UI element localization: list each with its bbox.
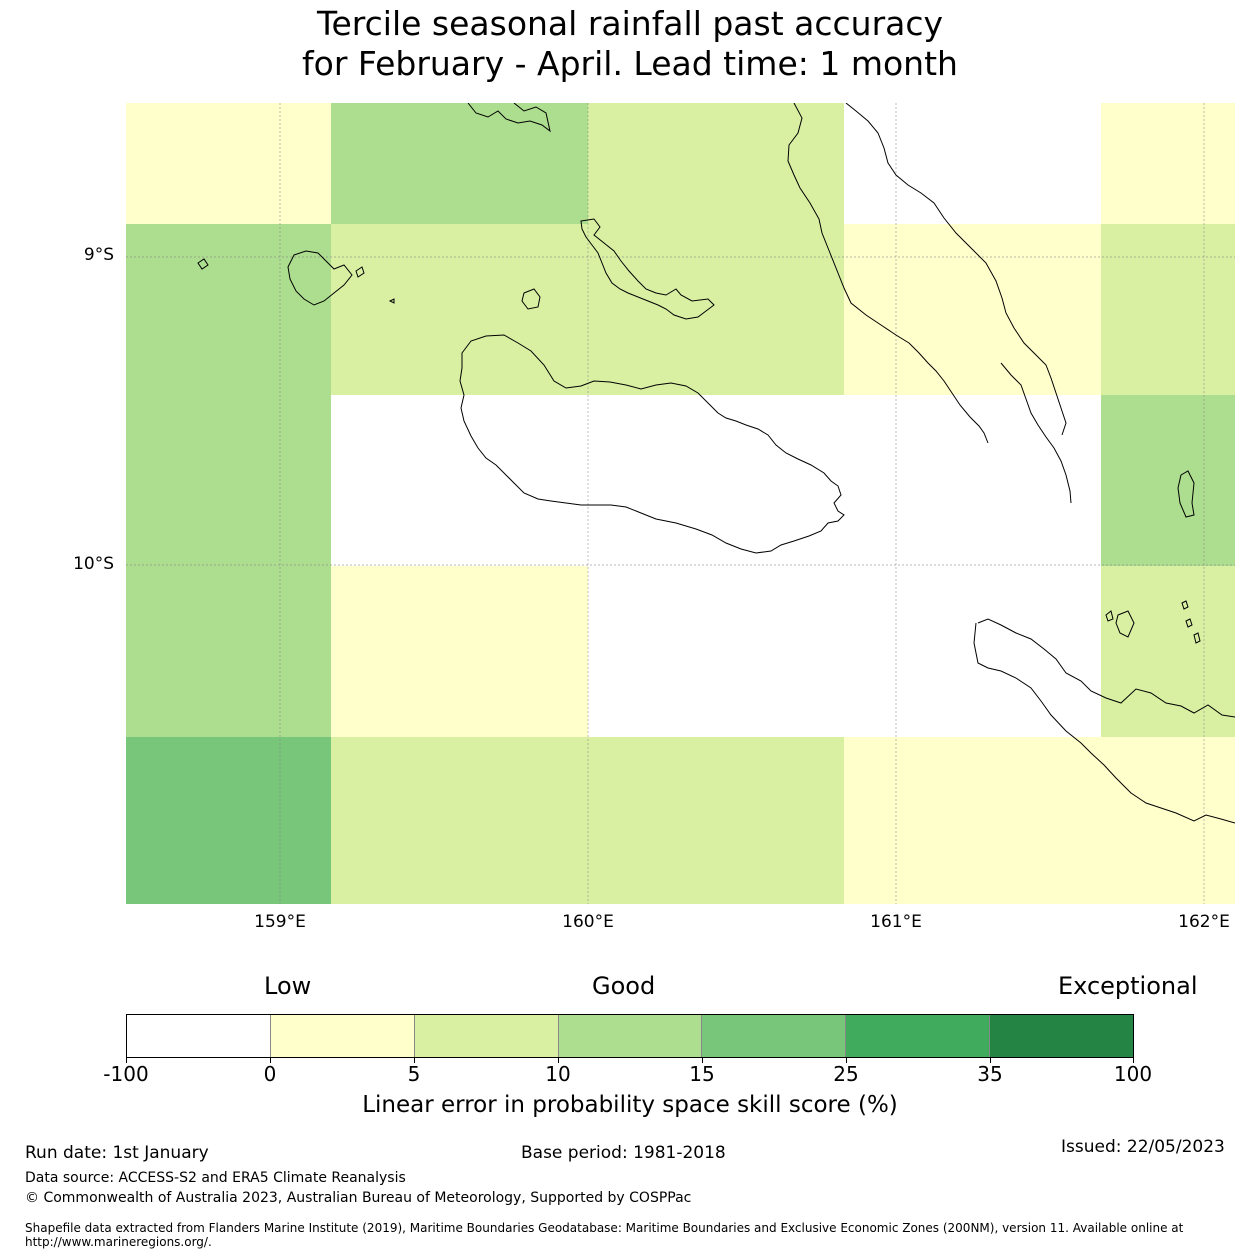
grid-cell: [1101, 395, 1235, 566]
grid-cell: [844, 395, 1101, 566]
nggela-islands-coastline: [580, 218, 715, 320]
grid-cell: [844, 103, 1101, 224]
shapefile-attribution: Shapefile data extracted from Flanders M…: [25, 1221, 1225, 1249]
colorbar-tick-label: -100: [103, 1062, 149, 1086]
colorbar-segment: [702, 1015, 847, 1057]
grid-cell: [588, 395, 844, 566]
data-source: Data source: ACCESS-S2 and ERA5 Climate …: [25, 1170, 406, 1186]
east-coast-islets: [1177, 470, 1195, 518]
lon-label-159e: 159°E: [254, 912, 306, 932]
lon-label-161e: 161°E: [870, 912, 922, 932]
base-period: Base period: 1981-2018: [521, 1143, 726, 1163]
small-island-west: [197, 258, 209, 270]
lon-label-162e: 162°E: [1178, 912, 1230, 932]
shapefile-attribution-line-2: http://www.marineregions.org/.: [25, 1235, 212, 1249]
maramasike-coastline: [1000, 362, 1072, 504]
colorbar-tick: [990, 1058, 991, 1063]
grid-cell: [588, 737, 844, 904]
colorbar-tick: [414, 1058, 415, 1063]
colorbar-tick-label: 100: [1113, 1062, 1153, 1086]
grid-cell: [331, 737, 588, 904]
lat-label-9s: 9°S: [83, 245, 114, 265]
lon-label-160e: 160°E: [562, 912, 614, 932]
grid-cell: [844, 737, 1101, 904]
colorbar: [126, 1014, 1134, 1058]
grid-cell: [126, 103, 331, 224]
small-island-russell-east: [355, 266, 365, 278]
issued-date: Issued: 22/05/2023: [1061, 1137, 1225, 1157]
grid-cell: [126, 395, 331, 566]
grid-cell: [1101, 103, 1235, 224]
grid-cell: [331, 224, 588, 395]
title-line-2: for February - April. Lead time: 1 month: [302, 44, 958, 83]
makira-coastline: [977, 618, 1235, 718]
title-line-1: Tercile seasonal rainfall past accuracy: [316, 4, 944, 43]
colorbar-tick-label: 35: [977, 1062, 1003, 1086]
grid-cell: [588, 224, 844, 395]
grid-cell: [126, 566, 331, 737]
colorbar-tick-label: 15: [689, 1062, 715, 1086]
coastlines: [197, 103, 1235, 824]
lat-label-10s: 10°S: [73, 554, 114, 574]
russell-islands-coastline: [287, 250, 353, 306]
chart-title: Tercile seasonal rainfall past accuracy …: [0, 4, 1260, 84]
malaita-coastline: [787, 103, 989, 444]
grid-cell: [588, 103, 844, 224]
grid-cell: [126, 224, 331, 395]
colorbar-segment: [270, 1015, 415, 1057]
colorbar-segment: [846, 1015, 991, 1057]
north-malaita-coastline: [845, 103, 1067, 436]
grid-cell: [331, 103, 588, 224]
shapefile-attribution-line-1: Shapefile data extracted from Flanders M…: [25, 1221, 1184, 1235]
colorbar-tick: [558, 1058, 559, 1063]
grid-cell: [331, 566, 588, 737]
grid-cell: [1101, 566, 1235, 737]
colorbar-segment: [558, 1015, 703, 1057]
colorbar-segment: [990, 1015, 1134, 1057]
colorbar-segment: [414, 1015, 559, 1057]
colorbar-tick-label: 25: [833, 1062, 859, 1086]
colorbar-tick-label: 0: [263, 1062, 277, 1086]
colorbar-segment: [127, 1015, 271, 1057]
colorbar-tick-label: 5: [407, 1062, 421, 1086]
guadalcanal-coastline: [459, 334, 845, 554]
colorbar-tick: [270, 1058, 271, 1063]
colorbar-tick-label: 10: [545, 1062, 571, 1086]
colorbar-tick: [126, 1058, 127, 1063]
copyright-notice: © Commonwealth of Australia 2023, Austra…: [25, 1190, 692, 1206]
colorbar-tick: [1133, 1058, 1134, 1063]
grid-cell: [1101, 737, 1235, 904]
grid-cell: [588, 566, 844, 737]
colorbar-tick: [846, 1058, 847, 1063]
makira-south-coastline: [973, 622, 1235, 824]
colorbar-label: Linear error in probability space skill …: [362, 1092, 898, 1118]
small-islets-east: [1105, 600, 1201, 644]
grid-cell: [126, 737, 331, 904]
graticule: [126, 103, 1235, 904]
colorbar-tick: [702, 1058, 703, 1063]
grid-cell: [1101, 224, 1235, 395]
grid-cell: [844, 224, 1101, 395]
scale-label-good: Good: [592, 972, 656, 1000]
savo-island-coastline: [521, 288, 541, 310]
ulawa-island-coastline: [1115, 610, 1135, 638]
north-islets: [467, 103, 551, 133]
run-date: Run date: 1st January: [25, 1143, 209, 1163]
grid-cell: [331, 395, 588, 566]
scale-label-exceptional: Exceptional: [1058, 972, 1198, 1000]
scale-label-low: Low: [264, 972, 312, 1000]
grid-cell: [844, 566, 1101, 737]
rainfall-accuracy-map[interactable]: [126, 103, 1235, 904]
florida-islet: [388, 298, 395, 304]
